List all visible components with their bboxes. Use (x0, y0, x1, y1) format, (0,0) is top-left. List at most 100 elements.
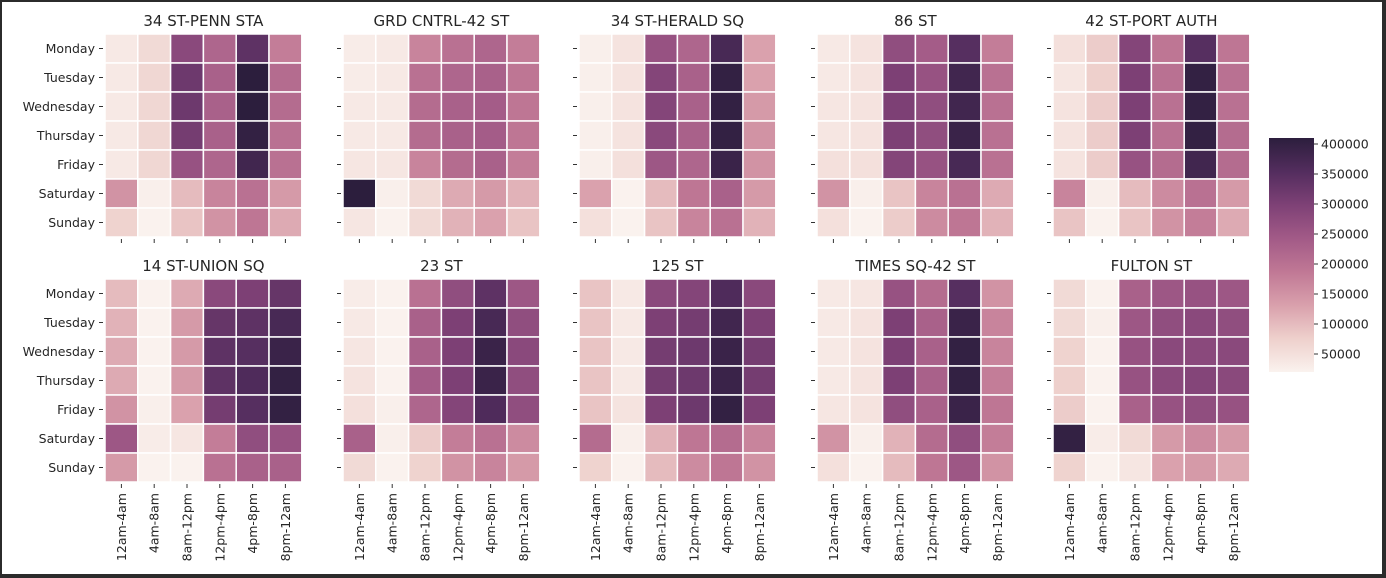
heatmap-cell (506, 91, 541, 122)
x-tick-label: 12pm-4pm (686, 493, 701, 562)
x-tick-label: 8am-12pm (418, 493, 433, 561)
heatmap-cell (473, 207, 508, 238)
heatmap-cell (643, 336, 679, 367)
heatmap-cell (342, 394, 377, 425)
heatmap-cell (375, 149, 410, 180)
heatmap-cell (709, 33, 744, 64)
heatmap-cell (611, 207, 646, 238)
x-tick-label: 12pm-4pm (924, 493, 939, 562)
panel-title: 23 ST (420, 257, 463, 275)
heatmap-cell (1183, 207, 1218, 238)
heatmap-cell (235, 423, 270, 454)
heatmap-cell (268, 336, 303, 367)
heatmap-panel-6: 14 ST-UNION SQ Monday Tuesday Wednesday Thur… (23, 257, 303, 562)
heatmap-cell (342, 207, 377, 238)
heatmap-cell (676, 278, 711, 309)
heatmap-panel-1: 34 ST-PENN STA Monday Tuesday Wednesday Thur… (23, 12, 303, 243)
x-tick-label: 4am-8am (859, 493, 874, 553)
heatmap-cell (742, 278, 777, 309)
heatmap-cell (407, 394, 443, 425)
x-tick-label: 12am-4am (1062, 493, 1077, 561)
heatmap-cell (947, 91, 982, 122)
y-tick-label: Thursday (36, 128, 96, 143)
heatmap-cell (1216, 278, 1251, 309)
heatmap-cell (1117, 149, 1153, 180)
heatmap-cell (849, 149, 884, 180)
heatmap-cell (407, 33, 443, 64)
heatmap-cell (169, 336, 205, 367)
heatmap-cell (980, 278, 1015, 309)
heatmap-cell (611, 91, 646, 122)
heatmap-panel-8: 125 ST 12am-4am 4am-8am 8am-12pm 12pm-4pm 4pm… (573, 257, 777, 562)
y-tick-label: Saturday (39, 186, 96, 201)
heatmap-cell (202, 120, 237, 151)
heatmap-cell (375, 336, 410, 367)
panel-title: FULTON ST (1111, 257, 1193, 275)
heatmap-cell (849, 394, 884, 425)
heatmap-cell (473, 336, 508, 367)
panel-title: 125 ST (651, 257, 704, 275)
heatmap-cell (1085, 91, 1120, 122)
heatmap-cell (137, 33, 172, 64)
heatmap-cell (676, 120, 711, 151)
heatmap-cell (816, 394, 851, 425)
heatmap-cell (1216, 33, 1251, 64)
heatmap-cell (506, 33, 541, 64)
heatmap-cell (137, 120, 172, 151)
heatmap-cell (342, 365, 377, 396)
heatmap-cell (611, 307, 646, 338)
heatmap-cell (1052, 278, 1087, 309)
y-tick-label: Sunday (48, 215, 95, 230)
heatmap-cell (1117, 62, 1153, 93)
colorbar-bar (1269, 138, 1314, 372)
heatmap-cell (1183, 178, 1218, 209)
heatmap-cell (137, 423, 172, 454)
heatmap-cell (816, 452, 851, 483)
heatmap-cell (440, 278, 475, 309)
heatmap-cell (881, 336, 917, 367)
heatmap-cell (742, 452, 777, 483)
heatmap-cell (1150, 394, 1185, 425)
heatmap-cell (268, 62, 303, 93)
heatmap-cell (849, 62, 884, 93)
heatmap-cell (849, 423, 884, 454)
heatmap-cell (611, 178, 646, 209)
x-tick-label: 4pm-8pm (483, 493, 498, 554)
heatmap-cell (947, 62, 982, 93)
heatmap-cell (709, 62, 744, 93)
heatmap-cell (742, 423, 777, 454)
heatmap-cell (1216, 91, 1251, 122)
heatmap-cell (676, 452, 711, 483)
heatmap-cell (643, 178, 679, 209)
heatmap-cell (1216, 394, 1251, 425)
x-tick-label: 4pm-8pm (957, 493, 972, 554)
heatmap-cell (268, 207, 303, 238)
heatmap-cell (980, 365, 1015, 396)
heatmap-cell (1052, 91, 1087, 122)
heatmap-cell (235, 91, 270, 122)
heatmap-cell (1183, 336, 1218, 367)
heatmap-cell (578, 278, 613, 309)
colorbar: 50000 100000 150000 200000 250000 300000 35000… (1269, 137, 1369, 372)
heatmap-cell (1150, 336, 1185, 367)
heatmap-cell (709, 120, 744, 151)
heatmap-cell (816, 278, 851, 309)
heatmap-cell (643, 307, 679, 338)
heatmap-cell (202, 307, 237, 338)
heatmap-cell (849, 307, 884, 338)
heatmap-cell (268, 365, 303, 396)
heatmap-cell (169, 365, 205, 396)
heatmap-cell (473, 307, 508, 338)
y-tick-label: Saturday (39, 431, 96, 446)
colorbar-tick-label: 50000 (1321, 347, 1361, 362)
heatmap-cell (268, 278, 303, 309)
heatmap-cell (980, 207, 1015, 238)
heatmap-cell (849, 207, 884, 238)
heatmap-cell (1117, 33, 1153, 64)
heatmap-cell (881, 120, 917, 151)
heatmap-cell (342, 33, 377, 64)
y-tick-label: Monday (46, 41, 96, 56)
heatmap-cell (881, 207, 917, 238)
heatmap-cell (506, 149, 541, 180)
